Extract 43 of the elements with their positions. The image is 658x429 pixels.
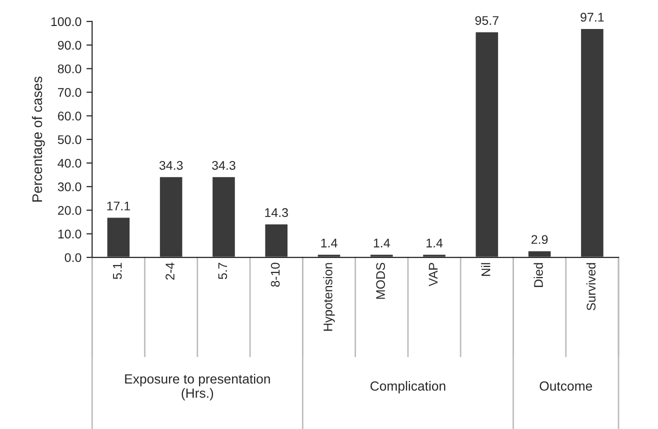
- data-label: 97.1: [580, 12, 604, 22]
- x-tick-label: 5.7: [218, 262, 228, 280]
- data-label: 95.7: [475, 16, 498, 25]
- data-label: 34.3: [212, 160, 236, 170]
- x-tick-label: 2-4: [166, 262, 174, 280]
- bar: [474, 30, 500, 258]
- text: Outcome: [540, 381, 592, 391]
- data-label: 34.3: [159, 160, 183, 170]
- data-label: 1.4: [374, 238, 390, 248]
- y-tick-label: 20.0: [58, 206, 82, 215]
- y-tick-label: 70.0: [58, 88, 82, 97]
- text: Exposure to presentation (Hrs.): [125, 374, 270, 400]
- data-label: 1.4: [426, 238, 443, 248]
- x-tick-label: 5.1: [113, 262, 122, 280]
- x-tick-label: VAP: [428, 262, 438, 286]
- y-tick-label: 0.0: [64, 253, 82, 262]
- y-tick-label: 100.0: [51, 17, 82, 26]
- text: Complication: [370, 381, 446, 394]
- x-tick-label: 8-10: [270, 262, 280, 287]
- y-tick-label: 80.0: [58, 64, 82, 74]
- data-label: 1.4: [321, 238, 338, 248]
- x-tick-label: Survived: [586, 263, 596, 310]
- y-tick-label: 30.0: [58, 182, 82, 192]
- x-tick-label: Nil: [481, 263, 490, 276]
- data-label: 17.1: [107, 202, 130, 210]
- y-tick-label: 10.0: [58, 230, 82, 238]
- data-label: 2.9: [532, 235, 548, 244]
- data-label: 14.3: [265, 208, 288, 218]
- y-axis-title: Percentage of cases: [32, 76, 45, 202]
- x-tick-label: Died: [534, 263, 543, 287]
- x-tick-label: MODS: [376, 262, 385, 299]
- bar: [264, 222, 289, 258]
- bar: [422, 253, 447, 258]
- x-tick-label: Hypotension: [323, 263, 335, 331]
- bar: [106, 216, 131, 258]
- bar: [580, 28, 605, 258]
- bar: [211, 176, 236, 258]
- y-tick-label: 90.0: [58, 40, 82, 50]
- y-tick-label: 40.0: [58, 158, 82, 168]
- bar: [158, 176, 184, 258]
- y-tick-label: 60.0: [58, 112, 82, 120]
- y-tick-label: 50.0: [58, 135, 82, 144]
- bar: [527, 250, 552, 258]
